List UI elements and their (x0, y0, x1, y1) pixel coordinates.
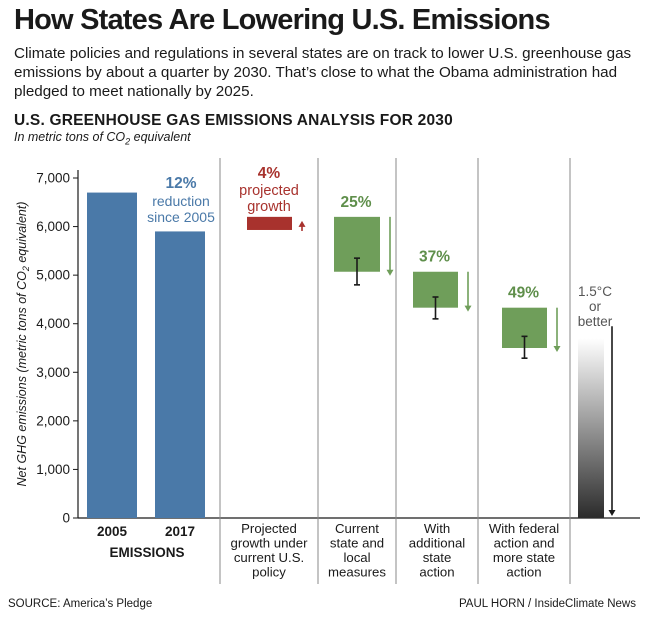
down-arrow-icon-head (464, 305, 472, 312)
y-tick-label: 4,000 (36, 316, 70, 331)
category-label-line: additional (409, 536, 466, 551)
down-arrow-icon (553, 307, 561, 352)
down-arrow-icon-head (386, 269, 394, 276)
x-label-2005: 2005 (97, 524, 128, 539)
y-tick-label: 7,000 (36, 171, 70, 186)
y-tick-label: 3,000 (36, 365, 70, 380)
emissions-chart: 0 1,000 2,000 3,000 4,000 5,000 6,000 7,000 Net … (15, 158, 640, 584)
category-label-line: With federal (489, 521, 559, 536)
y-axis-title: Net GHG emissions (metric tons of CO2 eq… (15, 202, 31, 487)
category-label-line: action and (494, 536, 555, 551)
error-bar (354, 257, 360, 286)
projection-bar (247, 216, 292, 230)
annotation-reduction-line: reduction (152, 193, 210, 209)
section-subtitle: In metric tons of CO2 equivalent (14, 130, 191, 147)
target-label-line: 1.5°C (578, 284, 612, 299)
bar-2017 (155, 231, 205, 518)
target-down-arrow-icon (608, 326, 616, 516)
down-arrow-icon (386, 216, 394, 276)
section-subtitle-prefix: In metric tons of CO (14, 130, 126, 144)
percent-caption-line: growth (247, 199, 291, 215)
target-down-arrow-icon-head (608, 510, 616, 516)
category-label-line: current U.S. (234, 550, 304, 565)
y-tick-label: 5,000 (36, 268, 70, 283)
category-label-line: Projected (241, 521, 297, 536)
y-tick-label: 0 (62, 511, 70, 526)
category-label-line: local (343, 550, 370, 565)
category-label-line: growth under (231, 536, 309, 551)
intro-paragraph: Climate policies and regulations in seve… (14, 45, 632, 100)
x-group-label: EMISSIONS (109, 545, 184, 560)
category-label-line: state and (330, 536, 384, 551)
y-tick-label: 2,000 (36, 413, 70, 428)
section-subtitle-suffix: equivalent (130, 130, 191, 144)
down-arrow-icon-head (553, 346, 561, 352)
section-title: U.S. GREENHOUSE GAS EMISSIONS ANALYSIS F… (14, 112, 453, 129)
category-label-line: measures (328, 565, 386, 580)
percent-label: 37% (419, 249, 450, 266)
error-bar (432, 296, 439, 320)
percent-label: 49% (508, 285, 539, 302)
category-label-line: policy (252, 565, 286, 580)
category-label-line: Current (335, 521, 379, 536)
source-note: SOURCE: America’s Pledge (8, 598, 153, 610)
category-label-line: more state (493, 550, 555, 565)
bar-2005 (87, 192, 137, 519)
up-arrow-icon-head (298, 220, 306, 227)
target-label-line: or (589, 299, 602, 314)
annotation-reduction-line: since 2005 (147, 209, 215, 225)
target-gradient-bar (578, 338, 604, 518)
category-label-line: With (424, 521, 450, 536)
percent-caption-line: projected (239, 183, 299, 199)
percent-label: 4% (258, 165, 281, 182)
credit-note: PAUL HORN / InsideClimate News (458, 598, 636, 610)
percent-label: 25% (340, 194, 371, 211)
headline: How States Are Lowering U.S. Emissions (14, 4, 551, 36)
category-label-line: state (423, 550, 452, 565)
y-axis-title-part: Net GHG emissions (metric tons of CO (15, 271, 29, 487)
category-label-line: action (506, 565, 541, 580)
y-axis-title-part: equivalent) (15, 202, 29, 267)
x-label-2017: 2017 (165, 524, 195, 539)
down-arrow-icon (464, 271, 472, 312)
y-axis-title-subscript: 2 (21, 266, 31, 272)
annotation-reduction-line: 12% (165, 175, 196, 192)
target-label-line: better (578, 314, 613, 329)
up-arrow-icon (298, 220, 306, 231)
error-bar (521, 335, 528, 360)
category-label-line: action (419, 565, 454, 580)
section-subtitle-subscript: 2 (125, 136, 131, 147)
y-tick-label: 6,000 (36, 219, 70, 234)
y-tick-label: 1,000 (36, 462, 70, 477)
